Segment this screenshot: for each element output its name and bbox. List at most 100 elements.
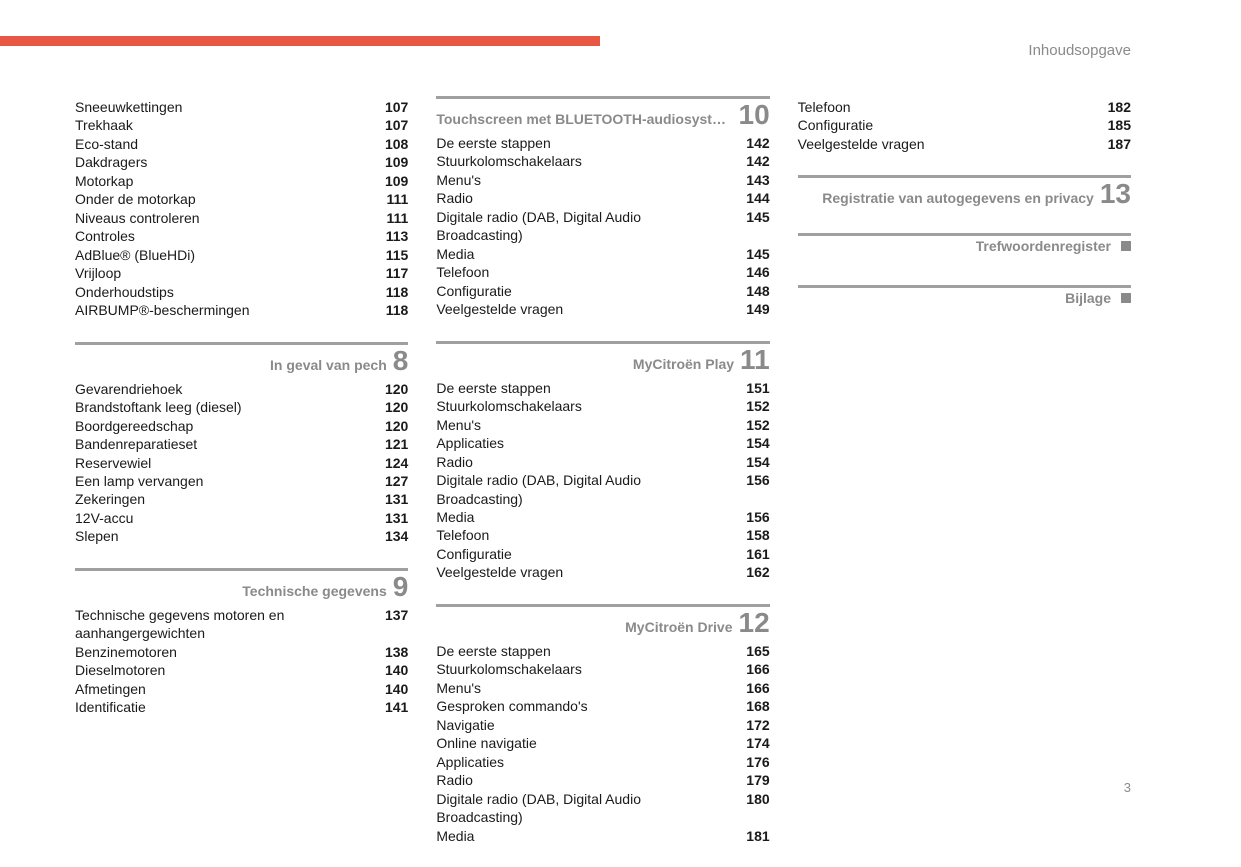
toc-entry-page: 165: [736, 642, 770, 660]
toc-entry-page: 115: [374, 246, 408, 264]
toc-row[interactable]: Brandstoftank leeg (diesel)120: [75, 398, 408, 416]
toc-row[interactable]: Configuratie161: [436, 545, 769, 563]
toc-row[interactable]: Boordgereedschap120: [75, 417, 408, 435]
toc-entry-label: Digitale radio (DAB, Digital Audio Broad…: [436, 471, 735, 508]
toc-row[interactable]: Media156: [436, 508, 769, 526]
toc-row[interactable]: Veelgestelde vragen187: [798, 135, 1131, 153]
toc-section: Technische gegevens9Technische gegevens …: [75, 568, 408, 717]
toc-row[interactable]: Reservewiel124: [75, 454, 408, 472]
toc-list: De eerste stappen165Stuurkolomschakelaar…: [436, 642, 769, 845]
section-title: Technische gegevens: [242, 583, 386, 604]
toc-entry-page: 180: [736, 790, 770, 808]
toc-row[interactable]: Onder de motorkap111: [75, 190, 408, 208]
toc-row[interactable]: Digitale radio (DAB, Digital Audio Broad…: [436, 471, 769, 508]
toc-row[interactable]: Navigatie172: [436, 716, 769, 734]
toc-row[interactable]: Menu's166: [436, 679, 769, 697]
section-title: Registratie van autogegevens en privacy: [822, 190, 1094, 211]
toc-row[interactable]: 12V-accu131: [75, 509, 408, 527]
toc-row[interactable]: Trekhaak107: [75, 116, 408, 134]
toc-row[interactable]: Configuratie185: [798, 116, 1131, 134]
toc-row[interactable]: Zekeringen131: [75, 490, 408, 508]
toc-row[interactable]: Onderhoudstips118: [75, 283, 408, 301]
toc-entry-label: AdBlue® (BlueHDi): [75, 246, 374, 264]
toc-row[interactable]: Gesproken commando's168: [436, 697, 769, 715]
toc-row[interactable]: Stuurkolomschakelaars152: [436, 397, 769, 415]
toc-row[interactable]: De eerste stappen142: [436, 134, 769, 152]
toc-entry-label: Telefoon: [436, 526, 735, 544]
section-heading: Touchscreen met BLUETOOTH-audiosysteem10: [436, 96, 769, 132]
toc-entry-label: Gevarendriehoek: [75, 380, 374, 398]
toc-row[interactable]: De eerste stappen151: [436, 379, 769, 397]
toc-row[interactable]: Sneeuwkettingen107: [75, 98, 408, 116]
toc-entry-label: De eerste stappen: [436, 642, 735, 660]
toc-section: Trefwoordenregister: [798, 233, 1131, 263]
toc-entry-page: 148: [736, 282, 770, 300]
toc-entry-page: 145: [736, 208, 770, 226]
toc-row[interactable]: Benzinemotoren138: [75, 643, 408, 661]
toc-row[interactable]: Identificatie141: [75, 698, 408, 716]
toc-row[interactable]: Stuurkolomschakelaars166: [436, 660, 769, 678]
toc-entry-label: 12V-accu: [75, 509, 374, 527]
toc-row[interactable]: Telefoon146: [436, 263, 769, 281]
toc-row[interactable]: Vrijloop117: [75, 264, 408, 282]
toc-entry-page: 140: [374, 661, 408, 679]
toc-row[interactable]: Controles113: [75, 227, 408, 245]
toc-row[interactable]: Bandenreparatieset121: [75, 435, 408, 453]
toc-row[interactable]: Applicaties176: [436, 753, 769, 771]
toc-row[interactable]: Eco-stand108: [75, 135, 408, 153]
toc-row[interactable]: Slepen134: [75, 527, 408, 545]
toc-row[interactable]: Een lamp vervangen127: [75, 472, 408, 490]
toc-row[interactable]: AdBlue® (BlueHDi)115: [75, 246, 408, 264]
toc-row[interactable]: Media145: [436, 245, 769, 263]
toc-entry-label: Digitale radio (DAB, Digital Audio Broad…: [436, 790, 735, 827]
toc-row[interactable]: AIRBUMP®-beschermingen118: [75, 301, 408, 319]
toc-row[interactable]: Media181: [436, 827, 769, 845]
toc-row[interactable]: Veelgestelde vragen162: [436, 563, 769, 581]
toc-row[interactable]: Gevarendriehoek120: [75, 380, 408, 398]
toc-entry-page: 174: [736, 734, 770, 752]
toc-entry-page: 107: [374, 98, 408, 116]
toc-row[interactable]: Radio179: [436, 771, 769, 789]
toc-row[interactable]: Applicaties154: [436, 434, 769, 452]
toc-row[interactable]: Radio144: [436, 189, 769, 207]
toc-entry-page: 120: [374, 398, 408, 416]
toc-row[interactable]: Telefoon182: [798, 98, 1131, 116]
toc-entry-label: Controles: [75, 227, 374, 245]
toc-row[interactable]: Dakdragers109: [75, 153, 408, 171]
toc-entry-label: Stuurkolomschakelaars: [436, 397, 735, 415]
toc-entry-label: Applicaties: [436, 434, 735, 452]
section-number: 12: [739, 609, 770, 637]
accent-bar: [0, 36, 600, 46]
toc-row[interactable]: Dieselmotoren140: [75, 661, 408, 679]
toc-row[interactable]: Stuurkolomschakelaars142: [436, 152, 769, 170]
section-title: Bijlage: [1065, 290, 1111, 311]
toc-entry-label: Gesproken commando's: [436, 697, 735, 715]
toc-entry-page: 187: [1097, 135, 1131, 153]
toc-entry-label: Sneeuwkettingen: [75, 98, 374, 116]
toc-row[interactable]: Veelgestelde vragen149: [436, 300, 769, 318]
toc-row[interactable]: Digitale radio (DAB, Digital Audio Broad…: [436, 208, 769, 245]
toc-row[interactable]: De eerste stappen165: [436, 642, 769, 660]
toc-entry-page: 143: [736, 171, 770, 189]
toc-entry-label: Veelgestelde vragen: [436, 563, 735, 581]
toc-list: Gevarendriehoek120Brandstoftank leeg (di…: [75, 380, 408, 546]
toc-row[interactable]: Menu's152: [436, 416, 769, 434]
toc-entry-page: 156: [736, 471, 770, 489]
toc-row[interactable]: Telefoon158: [436, 526, 769, 544]
toc-entry-page: 181: [736, 827, 770, 845]
toc-row[interactable]: Radio154: [436, 453, 769, 471]
toc-row[interactable]: Digitale radio (DAB, Digital Audio Broad…: [436, 790, 769, 827]
section-marker-icon: [1121, 241, 1131, 251]
toc-row[interactable]: Menu's143: [436, 171, 769, 189]
toc-row[interactable]: Configuratie148: [436, 282, 769, 300]
toc-entry-page: 117: [374, 264, 408, 282]
toc-section: Bijlage: [798, 285, 1131, 315]
toc-row[interactable]: Niveaus controleren111: [75, 209, 408, 227]
toc-row[interactable]: Motorkap109: [75, 172, 408, 190]
toc-entry-label: Slepen: [75, 527, 374, 545]
toc-list: Technische gegevens motoren en aanhanger…: [75, 606, 408, 717]
toc-row[interactable]: Technische gegevens motoren en aanhanger…: [75, 606, 408, 643]
toc-entry-label: AIRBUMP®-beschermingen: [75, 301, 374, 319]
toc-row[interactable]: Afmetingen140: [75, 680, 408, 698]
toc-row[interactable]: Online navigatie174: [436, 734, 769, 752]
